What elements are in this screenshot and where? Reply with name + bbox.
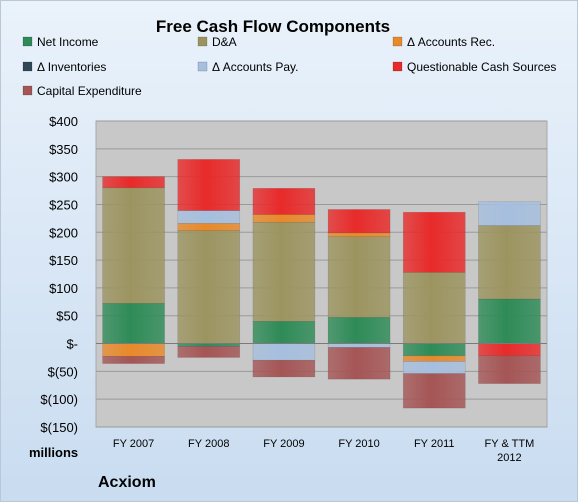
bar-net-income [327,317,391,344]
bar-accounts-rec [252,214,316,223]
bar-capital-expenditure [478,355,541,384]
legend-label: Questionable Cash Sources [407,60,556,74]
y-tick-label: $(50) [48,364,78,379]
bar-capital-expenditure [327,347,391,380]
bar-accounts-pay [402,361,466,374]
legend: Net Income D&A Δ Accounts Rec. Δ Inventorie… [22,35,556,98]
y-tick-label: $250 [49,197,78,212]
bar-d-a [252,221,316,322]
bar-accounts-pay [177,210,241,224]
bar-d-a [478,225,541,300]
bar-capital-expenditure [402,373,466,409]
legend-label: Net Income [37,35,99,49]
x-tick-label: FY 2007 [113,438,154,450]
bar-accounts-rec [177,223,241,231]
legend-swatch [392,36,403,47]
y-tick-label: $350 [49,142,78,157]
y-axis: $400 $350 $300 $250 $200 $150 $100 $50 $- $(50) $(… [40,114,78,435]
y-tick-label: $400 [49,114,78,129]
legend-item-accounts-pay: Δ Accounts Pay. [197,60,299,74]
bar-net-income [252,320,316,344]
legend-swatch [197,36,208,47]
bars [102,159,541,409]
bar-capital-expenditure [177,346,241,358]
bar-d-a [327,236,391,318]
legend-item-capital-expenditure: Capital Expenditure [22,84,142,98]
legend-swatch [22,61,33,72]
bar-capital-expenditure [102,356,165,364]
bar-d-a [402,272,466,344]
legend-item-questionable-cash-sources: Questionable Cash Sources [392,60,556,74]
legend-item-net-income: Net Income [22,35,99,49]
bar-questionable-cash-sources [327,209,391,234]
bar-accounts-rec [102,343,165,357]
legend-item-accounts-rec: Δ Accounts Rec. [392,35,495,49]
plot-area [95,120,548,428]
y-tick-label: $150 [49,253,78,268]
y-tick-label: $300 [49,170,78,185]
bar-net-income [478,298,541,344]
company-name: Acxiom [98,474,156,491]
legend-swatch [197,61,208,72]
x-axis: FY 2007 FY 2008 FY 2009 FY 2010 FY 2011 FY & … [96,343,547,464]
bar-capital-expenditure [252,359,316,378]
legend-swatch [392,61,403,72]
bar-net-income [402,343,466,357]
bar-d-a [102,187,165,304]
bar-questionable-cash-sources [478,343,541,357]
legend-label: Δ Accounts Pay. [212,60,299,74]
legend-label: Capital Expenditure [37,84,142,98]
bar-accounts-pay [478,201,541,226]
y-tick-label: $(100) [40,392,78,407]
bar-net-income [102,303,165,344]
bar-d-a [177,230,241,344]
bar-accounts-rec [402,355,466,362]
x-tick-label: FY 2010 [338,438,379,450]
chart-title: Free Cash Flow Components [156,17,390,36]
bar-accounts-pay [327,343,391,348]
legend-label: D&A [212,35,237,49]
legend-label: Δ Accounts Rec. [407,35,495,49]
bar-questionable-cash-sources [402,211,466,273]
legend-swatch [22,36,33,47]
y-tick-label: $(150) [40,420,78,435]
units-label: millions [29,445,78,460]
legend-label: Δ Inventories [37,60,106,74]
y-tick-label: $50 [56,309,78,324]
x-tick-label: FY & TTM 2012 [485,438,535,464]
legend-swatch [22,85,33,96]
legend-item-d-a: D&A [197,35,237,49]
bar-questionable-cash-sources [102,176,165,189]
x-tick-label: FY 2009 [263,438,304,450]
bar-accounts-rec [327,232,391,238]
x-tick-label: FY 2008 [188,438,229,450]
bar-accounts-pay [252,343,316,361]
legend-item-inventories: Δ Inventories [22,60,106,74]
bar-questionable-cash-sources [177,159,241,211]
x-tick-label: FY 2011 [414,438,455,450]
bar-questionable-cash-sources [252,188,316,215]
y-tick-label: $- [66,337,78,352]
y-tick-label: $200 [49,225,78,240]
y-tick-label: $100 [49,281,78,296]
